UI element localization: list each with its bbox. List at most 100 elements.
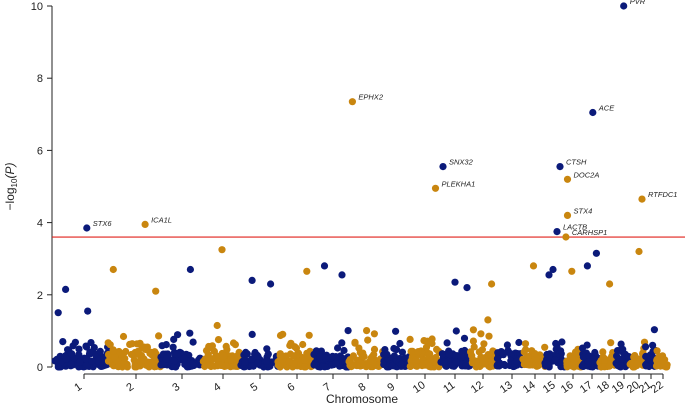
snp-point: [428, 335, 436, 343]
snp-point: [109, 347, 118, 355]
snp-point: [351, 338, 359, 346]
x-tick-label-chr-1: 1: [72, 381, 84, 394]
snp-point: [344, 327, 352, 335]
snp-point: [128, 340, 136, 348]
snp-point: [541, 343, 549, 351]
y-axis-title-argument: (P): [3, 163, 17, 179]
snp-point: [619, 345, 627, 353]
x-tick-label-chr-11: 11: [441, 379, 457, 395]
snp-point: [513, 357, 521, 365]
x-tick-label-chr-8: 8: [356, 381, 368, 394]
y-tick-label: 0: [37, 362, 43, 374]
snp-point: [398, 360, 406, 368]
x-tick-label-chr-9: 9: [385, 381, 397, 394]
snp-point: [140, 356, 148, 364]
snp-point: [241, 358, 249, 367]
snp-point: [205, 354, 213, 362]
snp-point: [248, 330, 256, 338]
y-axis: 0 2 4 6 8 10: [31, 1, 53, 374]
snp-point: [592, 249, 601, 257]
x-tick-label-chr-19: 19: [610, 379, 627, 396]
gene-point-stx6: [83, 224, 91, 232]
y-tick-label: 2: [37, 290, 43, 302]
snp-point: [412, 356, 420, 364]
snp-point: [545, 271, 553, 279]
snp-point: [223, 346, 231, 354]
snp-point: [218, 246, 226, 254]
snp-point: [82, 342, 90, 350]
snp-point: [305, 331, 313, 339]
snp-point: [338, 271, 346, 279]
x-tick-label-chr-15: 15: [541, 379, 558, 396]
snp-point: [420, 337, 428, 345]
snp-point: [303, 267, 311, 275]
snp-point: [549, 265, 557, 274]
snp-point: [568, 362, 576, 370]
gene-label-stx4: STX4: [574, 206, 593, 215]
snp-point: [367, 357, 375, 365]
data-points: [51, 246, 671, 371]
snp-point: [109, 265, 117, 274]
snp-point: [173, 350, 181, 358]
snp-point: [162, 341, 170, 349]
snp-point: [189, 338, 197, 346]
snp-point: [521, 340, 530, 348]
gene-point-rtfdc1: [638, 195, 646, 203]
snp-point: [484, 316, 492, 324]
snp-point: [75, 345, 83, 353]
snp-point: [205, 342, 213, 351]
x-tick-label-chr-4: 4: [211, 381, 223, 394]
snp-point: [406, 362, 414, 370]
snp-point: [274, 361, 282, 369]
snp-point: [494, 349, 502, 357]
snp-point: [452, 352, 460, 360]
snp-point: [552, 339, 560, 348]
snp-point: [134, 347, 142, 355]
snp-point: [452, 327, 460, 335]
snp-point: [340, 346, 348, 355]
gene-label-ace: ACE: [598, 104, 615, 113]
snp-point: [148, 360, 156, 368]
snp-point: [76, 358, 84, 366]
snp-point: [329, 352, 337, 360]
snp-point: [515, 338, 523, 347]
snp-point: [131, 362, 139, 370]
snp-point: [227, 356, 235, 364]
snp-point: [443, 339, 451, 347]
snp-point: [599, 353, 607, 361]
snp-point: [152, 287, 160, 295]
gene-label-pvr: PVR: [630, 0, 646, 6]
snp-point: [520, 348, 528, 356]
snp-point: [214, 336, 223, 344]
snp-point: [649, 341, 657, 349]
x-tick-label-chr-5: 5: [248, 381, 260, 394]
snp-point: [82, 355, 90, 363]
snp-point: [289, 352, 297, 360]
snp-point: [545, 363, 553, 371]
snp-point: [418, 362, 426, 370]
snp-point: [396, 339, 404, 348]
snp-point: [54, 309, 62, 317]
snp-point: [233, 352, 242, 360]
gene-label-plekha1: PLEKHA1: [442, 179, 476, 188]
snp-point: [642, 362, 650, 370]
snp-point: [432, 353, 440, 362]
snp-point: [96, 347, 104, 355]
snp-point: [503, 341, 511, 349]
snp-point: [551, 356, 559, 364]
snp-point: [59, 338, 67, 346]
snp-point: [398, 348, 406, 356]
snp-point: [568, 267, 576, 275]
snp-point: [52, 357, 60, 365]
snp-point: [618, 355, 626, 363]
snp-point: [213, 321, 221, 330]
gene-point-ica1l: [141, 220, 149, 228]
snp-point: [186, 265, 194, 274]
snp-point: [380, 360, 388, 369]
snp-point: [392, 327, 400, 335]
gene-label-lactb: LACTB: [563, 223, 587, 232]
snp-point: [445, 350, 453, 359]
snp-point: [210, 347, 218, 355]
